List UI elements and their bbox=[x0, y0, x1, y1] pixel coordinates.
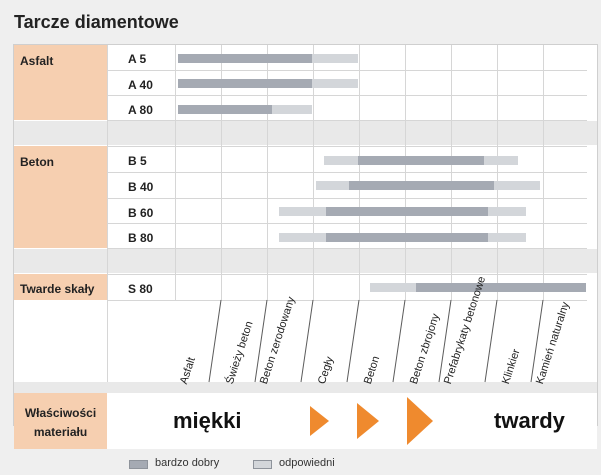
arrow-right-icon bbox=[407, 397, 433, 445]
bar-a40-very-good bbox=[178, 79, 312, 88]
bar-b5-very-good bbox=[358, 156, 484, 165]
legend-very-good-label: bardzo dobry bbox=[155, 457, 220, 469]
code-s80: S 80 bbox=[128, 282, 153, 296]
legend-very-good-swatch bbox=[129, 460, 148, 469]
grid-line bbox=[543, 45, 544, 300]
category-beton: Beton bbox=[14, 146, 107, 248]
grid-line bbox=[107, 70, 587, 71]
grid-line bbox=[451, 45, 452, 300]
bar-a80-very-good bbox=[178, 105, 272, 114]
grid-line bbox=[107, 198, 587, 199]
code-a80: A 80 bbox=[128, 103, 153, 117]
grid-line bbox=[107, 45, 108, 382]
category-twarde-skaly: Twarde skały bbox=[14, 274, 107, 300]
grid-line bbox=[175, 45, 176, 300]
row-gap bbox=[14, 382, 597, 393]
grid-line bbox=[405, 45, 406, 300]
row-gap bbox=[14, 249, 597, 273]
grid-line bbox=[107, 95, 587, 96]
grid-line bbox=[313, 45, 314, 300]
grid-line bbox=[267, 45, 268, 300]
code-b60: B 60 bbox=[128, 206, 154, 220]
arrow-right-icon bbox=[310, 406, 329, 436]
bar-b80-very-good bbox=[326, 233, 488, 242]
grid-line bbox=[107, 223, 587, 224]
code-a40: A 40 bbox=[128, 78, 153, 92]
bar-s80-very-good bbox=[416, 283, 586, 292]
grid-line bbox=[107, 120, 587, 121]
category-asfalt: Asfalt bbox=[14, 45, 107, 120]
grid-line bbox=[107, 248, 587, 249]
properties-label-line2: materiału bbox=[33, 425, 88, 439]
code-b40: B 40 bbox=[128, 180, 154, 194]
grid-line bbox=[107, 300, 587, 301]
grid-line bbox=[359, 45, 360, 300]
code-b80: B 80 bbox=[128, 231, 154, 245]
grid-line bbox=[497, 45, 498, 300]
arrow-right-icon bbox=[357, 403, 379, 439]
hardness-scale bbox=[107, 393, 597, 449]
legend-suitable-label: odpowiedni bbox=[279, 457, 335, 469]
legend-suitable-swatch bbox=[253, 460, 272, 469]
hardness-hard-label: twardy bbox=[494, 408, 565, 433]
code-b5: B 5 bbox=[128, 154, 147, 168]
grid-line bbox=[221, 45, 222, 300]
grid-line bbox=[107, 146, 587, 147]
properties-label-line1: Właściwości bbox=[24, 406, 97, 420]
material-properties-label: Właściwości materiału bbox=[14, 393, 107, 449]
hardness-soft-label: miękki bbox=[173, 408, 242, 433]
grid-line bbox=[107, 172, 587, 173]
bar-b60-very-good bbox=[326, 207, 488, 216]
bar-a5-very-good bbox=[178, 54, 312, 63]
row-gap bbox=[14, 121, 597, 145]
grid-line bbox=[107, 274, 587, 275]
bar-b40-very-good bbox=[349, 181, 494, 190]
code-a5: A 5 bbox=[128, 52, 147, 66]
page-title: Tarcze diamentowe bbox=[14, 12, 179, 32]
